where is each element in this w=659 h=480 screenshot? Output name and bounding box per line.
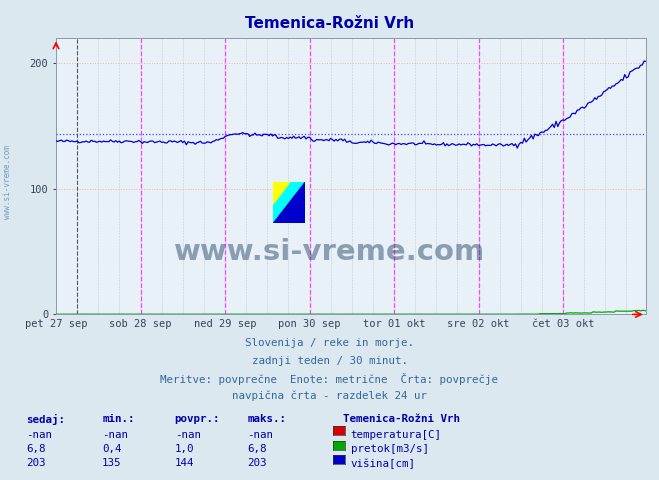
Text: zadnji teden / 30 minut.: zadnji teden / 30 minut. bbox=[252, 356, 407, 366]
Text: pet 27 sep: pet 27 sep bbox=[25, 319, 87, 329]
Text: www.si-vreme.com: www.si-vreme.com bbox=[3, 145, 12, 219]
Text: pretok[m3/s]: pretok[m3/s] bbox=[351, 444, 428, 454]
Text: -nan: -nan bbox=[102, 430, 128, 440]
Text: 6,8: 6,8 bbox=[247, 444, 267, 454]
Text: tor 01 okt: tor 01 okt bbox=[363, 319, 425, 329]
Text: 6,8: 6,8 bbox=[26, 444, 46, 454]
Text: maks.:: maks.: bbox=[247, 414, 286, 424]
Text: Temenica-Rožni Vrh: Temenica-Rožni Vrh bbox=[343, 414, 460, 424]
Text: pon 30 sep: pon 30 sep bbox=[278, 319, 341, 329]
Text: temperatura[C]: temperatura[C] bbox=[351, 430, 442, 440]
Text: ned 29 sep: ned 29 sep bbox=[194, 319, 256, 329]
Text: 144: 144 bbox=[175, 458, 194, 468]
Polygon shape bbox=[273, 182, 289, 203]
Text: 1,0: 1,0 bbox=[175, 444, 194, 454]
Text: povpr.:: povpr.: bbox=[175, 414, 220, 424]
Text: -nan: -nan bbox=[175, 430, 200, 440]
Text: navpična črta - razdelek 24 ur: navpična črta - razdelek 24 ur bbox=[232, 390, 427, 401]
Text: Slovenija / reke in morje.: Slovenija / reke in morje. bbox=[245, 338, 414, 348]
Text: višina[cm]: višina[cm] bbox=[351, 458, 416, 469]
Text: 203: 203 bbox=[26, 458, 46, 468]
Text: min.:: min.: bbox=[102, 414, 134, 424]
Polygon shape bbox=[273, 182, 305, 223]
Text: www.si-vreme.com: www.si-vreme.com bbox=[174, 238, 485, 266]
Polygon shape bbox=[273, 182, 305, 223]
Text: Meritve: povprečne  Enote: metrične  Črta: povprečje: Meritve: povprečne Enote: metrične Črta:… bbox=[161, 373, 498, 385]
Text: sre 02 okt: sre 02 okt bbox=[447, 319, 510, 329]
Text: 203: 203 bbox=[247, 458, 267, 468]
Text: 0,4: 0,4 bbox=[102, 444, 122, 454]
Text: -nan: -nan bbox=[26, 430, 52, 440]
Text: čet 03 okt: čet 03 okt bbox=[532, 319, 594, 329]
Text: -nan: -nan bbox=[247, 430, 273, 440]
Text: Temenica-Rožni Vrh: Temenica-Rožni Vrh bbox=[245, 16, 414, 31]
Text: 135: 135 bbox=[102, 458, 122, 468]
Text: sedaj:: sedaj: bbox=[26, 414, 65, 425]
Text: sob 28 sep: sob 28 sep bbox=[109, 319, 172, 329]
